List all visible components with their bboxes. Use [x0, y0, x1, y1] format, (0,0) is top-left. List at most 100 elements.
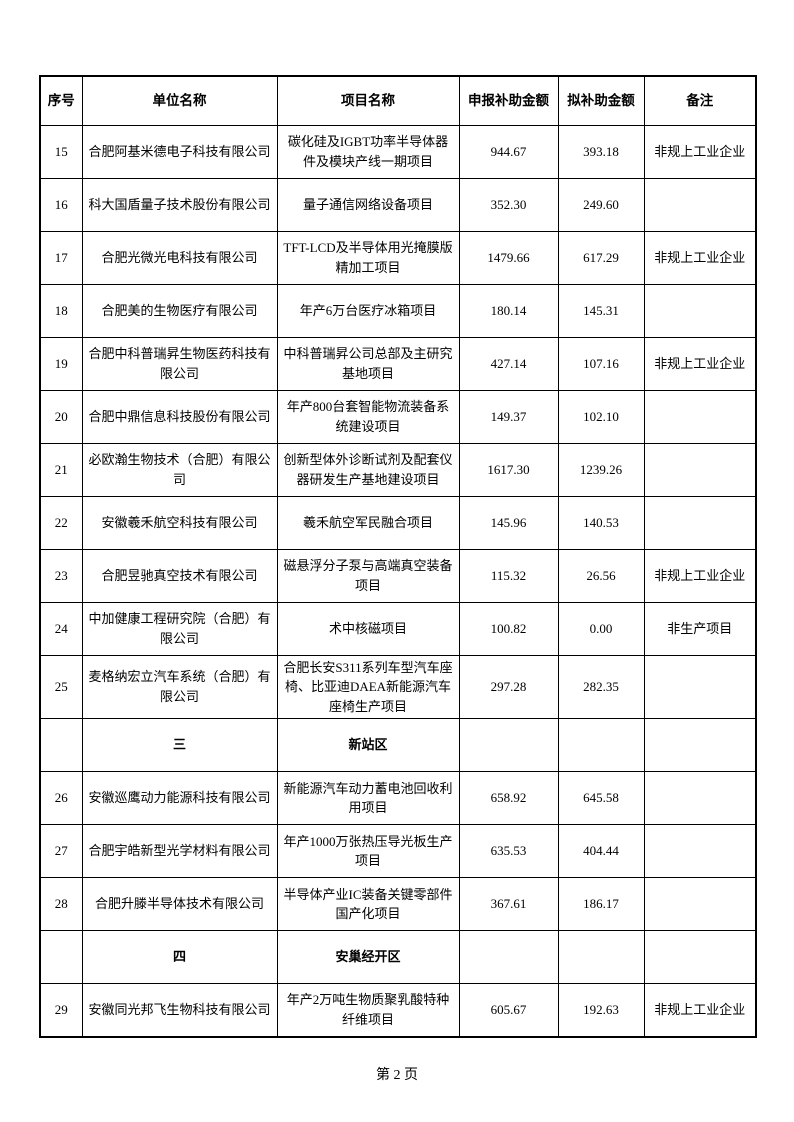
table-cell: 合肥长安S311系列车型汽车座椅、比亚迪DAEA新能源汽车座椅生产项目 [276, 654, 460, 719]
table-cell: 180.14 [458, 283, 559, 338]
table-cell: 102.10 [557, 389, 645, 444]
table-cell: 0.00 [557, 601, 645, 656]
table-cell [643, 389, 757, 444]
table-cell: 393.18 [557, 124, 645, 179]
table-cell: 24 [39, 601, 83, 656]
table-cell: 新站区 [276, 718, 460, 772]
table-row: 18 合肥美的生物医疗有限公司 年产6万台医疗冰箱项目 180.14 145.31 [39, 283, 757, 338]
table-cell: 科大国盾量子技术股份有限公司 [81, 177, 278, 232]
table-cell: 249.60 [557, 177, 645, 232]
table-cell: 非规上工业企业 [643, 336, 757, 391]
table-cell [557, 718, 645, 772]
table-cell: 107.16 [557, 336, 645, 391]
col-header-project-name: 项目名称 [276, 75, 460, 126]
table-row: 25 麦格纳宏立汽车系统（合肥）有限公司 合肥长安S311系列车型汽车座椅、比亚迪D… [39, 654, 757, 719]
table-cell: 100.82 [458, 601, 559, 656]
table-row: 26 安徽巡鹰动力能源科技有限公司 新能源汽车动力蓄电池回收利用项目 658.92 64… [39, 771, 757, 825]
table-cell [643, 654, 757, 719]
page-number: 第 2 页 [376, 1068, 418, 1083]
table-cell [643, 495, 757, 550]
table-cell: 605.67 [458, 983, 559, 1037]
table-cell: 658.92 [458, 771, 559, 825]
table-row: 28 合肥升滕半导体技术有限公司 半导体产业IC装备关键零部件国产化项目 367.61… [39, 877, 757, 931]
table-cell: 量子通信网络设备项目 [276, 177, 460, 232]
table-cell: 367.61 [458, 877, 559, 931]
table-cell: 创新型体外诊断试剂及配套仪器研发生产基地建设项目 [276, 442, 460, 497]
table-cell: 17 [39, 230, 83, 285]
table-cell: 合肥中科普瑞昇生物医药科技有限公司 [81, 336, 278, 391]
table-row: 29 安徽同光邦飞生物科技有限公司 年产2万吨生物质聚乳酸特种纤维项目 605.67 1… [39, 983, 757, 1037]
table-row: 27 合肥宇皓新型光学材料有限公司 年产1000万张热压导光板生产项目 635.53 4… [39, 824, 757, 878]
table-cell: 合肥宇皓新型光学材料有限公司 [81, 824, 278, 878]
table-cell: 23 [39, 548, 83, 603]
table-cell: 145.96 [458, 495, 559, 550]
table-body: 15 合肥阿基米德电子科技有限公司 碳化硅及IGBT功率半导体器件及模块产线一期项目… [39, 124, 757, 1037]
table-cell: 26 [39, 771, 83, 825]
table-cell: 合肥阿基米德电子科技有限公司 [81, 124, 278, 179]
table-cell: 282.35 [557, 654, 645, 719]
table-cell: 安徽巡鹰动力能源科技有限公司 [81, 771, 278, 825]
table-cell [643, 877, 757, 931]
table-cell [458, 930, 559, 984]
table-cell: 中加健康工程研究院（合肥）有限公司 [81, 601, 278, 656]
section-row: 三新站区 [39, 718, 757, 772]
table-cell: 麦格纳宏立汽车系统（合肥）有限公司 [81, 654, 278, 719]
table-row: 20 合肥中鼎信息科技股份有限公司 年产800台套智能物流装备系统建设项目 149.3… [39, 389, 757, 444]
table-cell: 非生产项目 [643, 601, 757, 656]
table-cell: 年产6万台医疗冰箱项目 [276, 283, 460, 338]
table-cell: 安徽同光邦飞生物科技有限公司 [81, 983, 278, 1037]
subsidy-table: 序号 单位名称 项目名称 申报补助金额 拟补助金额 备注 15 合肥阿基米德电子科… [39, 75, 757, 1038]
table-cell: 25 [39, 654, 83, 719]
table-cell: 合肥升滕半导体技术有限公司 [81, 877, 278, 931]
table-cell: 186.17 [557, 877, 645, 931]
table-cell [39, 718, 83, 772]
table-row: 15 合肥阿基米德电子科技有限公司 碳化硅及IGBT功率半导体器件及模块产线一期项目… [39, 124, 757, 179]
table-cell [557, 930, 645, 984]
table-cell: 29 [39, 983, 83, 1037]
table-row: 23 合肥昱驰真空技术有限公司 磁悬浮分子泵与高端真空装备项目 115.32 26.56… [39, 548, 757, 603]
table-row: 19 合肥中科普瑞昇生物医药科技有限公司 中科普瑞昇公司总部及主研究基地项目 427.… [39, 336, 757, 391]
table-cell: 1617.30 [458, 442, 559, 497]
table-cell: 427.14 [458, 336, 559, 391]
table-cell: 16 [39, 177, 83, 232]
table-cell: 404.44 [557, 824, 645, 878]
table-cell: 297.28 [458, 654, 559, 719]
table-row: 21 必欧瀚生物技术（合肥）有限公司 创新型体外诊断试剂及配套仪器研发生产基地建设项… [39, 442, 757, 497]
table-cell: 磁悬浮分子泵与高端真空装备项目 [276, 548, 460, 603]
table-cell: 非规上工业企业 [643, 548, 757, 603]
table-cell: 年产1000万张热压导光板生产项目 [276, 824, 460, 878]
table-cell: 合肥美的生物医疗有限公司 [81, 283, 278, 338]
table-cell: 半导体产业IC装备关键零部件国产化项目 [276, 877, 460, 931]
table-row: 22 安徽羲禾航空科技有限公司 羲禾航空军民融合项目 145.96 140.53 [39, 495, 757, 550]
table-cell: 140.53 [557, 495, 645, 550]
table-cell: 合肥昱驰真空技术有限公司 [81, 548, 278, 603]
table-cell [643, 177, 757, 232]
table-cell [39, 930, 83, 984]
table-cell: 年产2万吨生物质聚乳酸特种纤维项目 [276, 983, 460, 1037]
table-cell: TFT-LCD及半导体用光掩膜版精加工项目 [276, 230, 460, 285]
table-cell: 635.53 [458, 824, 559, 878]
table-cell: 27 [39, 824, 83, 878]
table-cell: 合肥中鼎信息科技股份有限公司 [81, 389, 278, 444]
table-cell [643, 771, 757, 825]
section-row: 四安巢经开区 [39, 930, 757, 984]
table-header-row: 序号 单位名称 项目名称 申报补助金额 拟补助金额 备注 [39, 75, 757, 126]
table-cell: 617.29 [557, 230, 645, 285]
table-cell [643, 718, 757, 772]
table-cell: 四 [81, 930, 278, 984]
table-cell: 碳化硅及IGBT功率半导体器件及模块产线一期项目 [276, 124, 460, 179]
table-row: 24 中加健康工程研究院（合肥）有限公司 术中核磁项目 100.82 0.00 非生产项目 [39, 601, 757, 656]
table-cell: 1479.66 [458, 230, 559, 285]
table-cell [643, 824, 757, 878]
table-cell: 145.31 [557, 283, 645, 338]
col-header-unit-name: 单位名称 [81, 75, 278, 126]
table-cell: 中科普瑞昇公司总部及主研究基地项目 [276, 336, 460, 391]
table-row: 17 合肥光微光电科技有限公司 TFT-LCD及半导体用光掩膜版精加工项目 1479.… [39, 230, 757, 285]
table-cell: 安徽羲禾航空科技有限公司 [81, 495, 278, 550]
table-cell: 21 [39, 442, 83, 497]
table-cell: 944.67 [458, 124, 559, 179]
table-cell [643, 930, 757, 984]
table-cell: 羲禾航空军民融合项目 [276, 495, 460, 550]
col-header-remarks: 备注 [643, 75, 757, 126]
